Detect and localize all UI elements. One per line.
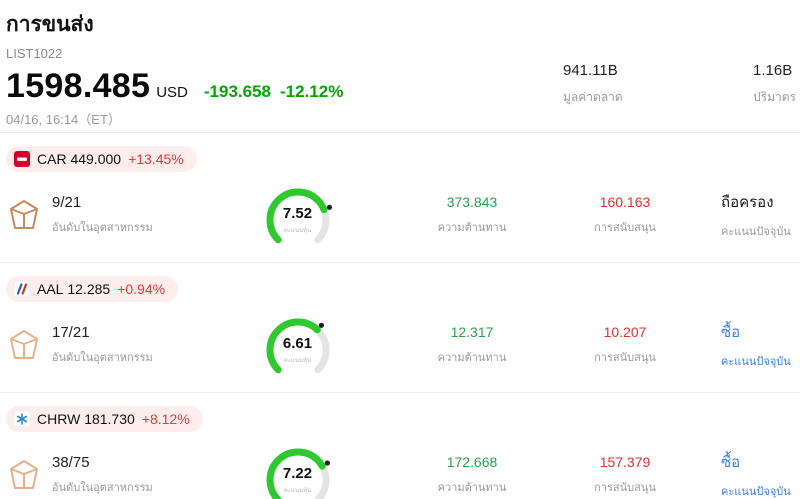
gauge-label: คะแนนหุ้น — [283, 358, 312, 364]
score-gauge: 7.52 คะแนนหุ้น — [240, 178, 355, 252]
stock-row-chrw[interactable]: 38/75 อันดับในอุตสาหกรรม 7.22 คะแนนหุ้น … — [0, 432, 800, 499]
market-cap-label: มูลค่าตลาด — [563, 90, 623, 104]
rank-value: 38/75 — [52, 454, 90, 471]
industry-rank: 17/21 อันดับในอุตสาหกรรม — [50, 324, 240, 366]
ticker-symbol: CAR 449.000 — [37, 151, 122, 167]
volume-stat: 1.16B ปริมาตร — [753, 62, 800, 107]
support-col: 10.207 การสนับสนุน — [555, 324, 695, 366]
gauge-score: 6.61 — [282, 335, 313, 352]
header: การขนส่ง LIST1022 1598.485 USD -193.658 … — [0, 0, 800, 133]
support-value: 10.207 — [603, 324, 647, 340]
rank-value: 9/21 — [52, 194, 82, 211]
support-value: 160.163 — [599, 194, 651, 210]
resistance-value: 12.317 — [450, 324, 494, 340]
american-airlines-logo-icon — [14, 281, 30, 297]
gauge-score: 7.22 — [282, 465, 313, 482]
ticker-change: +13.45% — [128, 151, 184, 167]
change-absolute: -193.658 — [203, 82, 272, 101]
company-placeholder-icon — [6, 457, 42, 493]
ticker-change: +8.12% — [141, 411, 190, 427]
signal-label: คะแนนปัจจุบัน — [721, 226, 791, 238]
stock-row-car[interactable]: 9/21 อันดับในอุตสาหกรรม 7.52 คะแนนหุ้น 3… — [0, 172, 800, 262]
industry-rank: 38/75 อันดับในอุตสาหกรรม — [50, 454, 240, 496]
company-placeholder-icon — [6, 197, 42, 233]
resistance-col: 373.843 ความต้านทาน — [355, 194, 555, 236]
stock-section-chrw: CHRW 181.730 +8.12% 38/75 อันดับในอุตสาห… — [0, 393, 800, 499]
resistance-label: ความต้านทาน — [437, 352, 507, 364]
quote-datetime: 04/16, 16:14（ET） — [6, 112, 121, 127]
support-label: การสนับสนุน — [594, 352, 656, 364]
signal-value: ถือครอง — [721, 194, 774, 211]
index-change: -193.658 -12.12% — [204, 82, 343, 102]
gauge-arc — [266, 448, 330, 499]
list-id: LIST1022 — [6, 46, 63, 61]
ticker-pill-car[interactable]: CAR 449.000 +13.45% — [6, 146, 197, 172]
volume-value: 1.16B — [753, 62, 793, 79]
support-label: การสนับสนุน — [594, 482, 656, 494]
signal-label: คะแนนปัจจุบัน — [721, 486, 791, 498]
gauge-label: คะแนนหุ้น — [283, 488, 312, 494]
support-label: การสนับสนุน — [594, 222, 656, 234]
stock-section-aal: AAL 12.285 +0.94% 17/21 อันดับในอุตสาหกร… — [0, 263, 800, 393]
page-title: การขนส่ง — [6, 13, 94, 36]
resistance-value: 172.668 — [446, 454, 498, 470]
volume-label: ปริมาตร — [753, 90, 796, 104]
gauge-label: คะแนนหุ้น — [283, 228, 312, 234]
stock-row-aal[interactable]: 17/21 อันดับในอุตสาหกรรม 6.61 คะแนนหุ้น … — [0, 302, 800, 392]
rank-label: อันดับในอุตสาหกรรม — [52, 352, 153, 364]
score-gauge: 7.22 คะแนนหุ้น — [240, 438, 355, 499]
rank-label: อันดับในอุตสาหกรรม — [52, 222, 153, 234]
signal-col: ซื้อ คะแนนปัจจุบัน — [695, 450, 800, 499]
ticker-pill-aal[interactable]: AAL 12.285 +0.94% — [6, 276, 179, 302]
signal-col: ถือครอง คะแนนปัจจุบัน — [695, 190, 800, 240]
gauge-score: 7.52 — [282, 205, 313, 222]
support-col: 160.163 การสนับสนุน — [555, 194, 695, 236]
resistance-col: 172.668 ความต้านทาน — [355, 454, 555, 496]
signal-value: ซื้อ — [721, 454, 741, 471]
support-value: 157.379 — [599, 454, 651, 470]
header-stats: 941.11B มูลค่าตลาด 1.16B ปริมาตร — [563, 62, 800, 107]
score-gauge: 6.61 คะแนนหุ้น — [240, 308, 355, 382]
market-cap-stat: 941.11B มูลค่าตลาด — [563, 62, 753, 107]
resistance-col: 12.317 ความต้านทาน — [355, 324, 555, 366]
signal-label: คะแนนปัจจุบัน — [721, 356, 791, 368]
index-price: 1598.485 — [6, 67, 151, 105]
currency-label: USD — [156, 84, 188, 101]
gauge-arc — [266, 188, 332, 244]
market-cap-value: 941.11B — [563, 62, 618, 79]
ticker-change: +0.94% — [117, 281, 166, 297]
resistance-label: ความต้านทาน — [437, 482, 507, 494]
price-line: 1598.485 USD -193.658 -12.12% — [6, 67, 800, 106]
ticker-symbol: CHRW 181.730 — [37, 411, 135, 427]
resistance-value: 373.843 — [446, 194, 498, 210]
resistance-label: ความต้านทาน — [437, 222, 507, 234]
ticker-pill-chrw[interactable]: CHRW 181.730 +8.12% — [6, 406, 203, 432]
signal-col: ซื้อ คะแนนปัจจุบัน — [695, 320, 800, 370]
ticker-symbol: AAL 12.285 — [37, 281, 111, 297]
gauge-arc — [266, 318, 329, 374]
ch-robinson-logo-icon — [14, 411, 30, 427]
company-placeholder-icon — [6, 327, 42, 363]
signal-value: ซื้อ — [721, 324, 741, 341]
industry-rank: 9/21 อันดับในอุตสาหกรรม — [50, 194, 240, 236]
stock-section-car: CAR 449.000 +13.45% 9/21 อันดับในอุตสาหก… — [0, 133, 800, 263]
change-percent: -12.12% — [280, 82, 344, 101]
rank-value: 17/21 — [52, 324, 90, 341]
avis-logo-icon — [14, 151, 30, 167]
rank-label: อันดับในอุตสาหกรรม — [52, 482, 153, 494]
support-col: 157.379 การสนับสนุน — [555, 454, 695, 496]
